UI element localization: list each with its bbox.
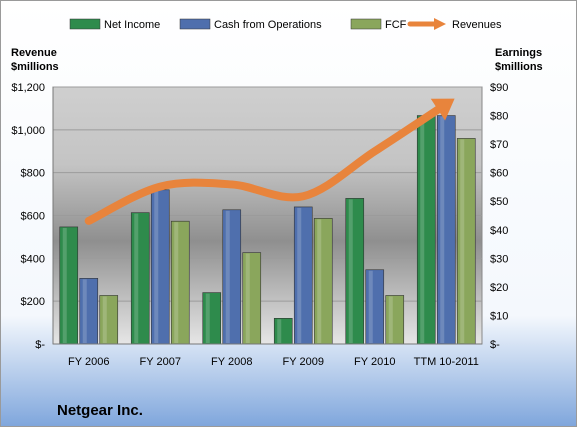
- bar-highlight: [205, 293, 210, 343]
- revenue-line: [84, 98, 455, 225]
- right-tick-label: $-: [490, 339, 500, 351]
- left-tick-label: $800: [21, 168, 45, 180]
- category-label: FY 2006: [68, 356, 109, 368]
- category-label: FY 2010: [354, 356, 395, 368]
- legend: Net Income Cash from Operations FCF Revenue…: [69, 18, 502, 31]
- legend-swatch-arrow: [434, 18, 446, 30]
- category-label: TTM 10-2011: [414, 356, 479, 368]
- legend-label: FCF: [385, 19, 407, 31]
- revenue-arrowhead: [430, 98, 455, 121]
- bar-highlight: [368, 270, 373, 343]
- left-tick-label: $1,200: [11, 82, 45, 94]
- bar-fcf: [385, 295, 405, 345]
- bar-fcf: [456, 138, 476, 345]
- right-axis-title-line2: $millions: [495, 61, 543, 73]
- legend-swatch: [179, 18, 211, 30]
- right-tick-label: $50: [490, 196, 508, 208]
- right-tick-label: $60: [490, 168, 508, 180]
- axes: $- $200 $400 $600 $800 $1,000 $1,200 $- $10 $20 $3…: [11, 82, 508, 368]
- bar-highlight: [317, 219, 322, 343]
- right-tick-label: $20: [490, 282, 508, 294]
- bar-highlight: [82, 279, 87, 343]
- bar-highlight: [225, 210, 230, 343]
- right-tick-label: $10: [490, 310, 508, 322]
- legend-label: Cash from Operations: [214, 19, 322, 31]
- bars: [59, 115, 476, 345]
- bar-net-income: [59, 226, 79, 345]
- left-tick-label: $600: [21, 211, 45, 223]
- bar-highlight: [388, 296, 393, 343]
- left-tick-label: $1,000: [11, 125, 45, 137]
- bar-highlight: [277, 319, 282, 343]
- right-axis-title-line1: Earnings: [495, 47, 542, 59]
- bar-highlight: [348, 199, 353, 343]
- legend-swatch: [69, 18, 101, 30]
- bar-highlight: [134, 213, 139, 343]
- bar-net-income: [416, 115, 436, 345]
- right-tick-label: $80: [490, 111, 508, 123]
- bar-highlight: [420, 116, 425, 343]
- bar-fcf: [313, 218, 333, 345]
- right-tick-label: $40: [490, 225, 508, 237]
- bar-fcf: [170, 220, 190, 345]
- category-label: FY 2009: [283, 356, 324, 368]
- bar-cash-from-operations: [222, 209, 242, 345]
- bar-highlight: [460, 139, 465, 343]
- right-tick-label: $70: [490, 139, 508, 151]
- bar-net-income: [345, 198, 365, 345]
- bar-cash-from-operations: [293, 206, 313, 345]
- legend-label: Net Income: [104, 19, 160, 31]
- bar-highlight: [245, 253, 250, 343]
- bar-cash-from-operations: [79, 278, 99, 345]
- legend-swatch: [350, 18, 382, 30]
- left-axis-title-line1: Revenue: [11, 47, 57, 59]
- bar-net-income: [273, 317, 293, 345]
- right-tick-label: $30: [490, 253, 508, 265]
- left-axis-title-line2: $millions: [11, 61, 59, 73]
- bar-highlight: [297, 207, 302, 343]
- left-tick-label: $200: [21, 296, 45, 308]
- left-tick-label: $400: [21, 253, 45, 265]
- left-tick-label: $-: [35, 339, 45, 351]
- chart-title: Netgear Inc.: [57, 402, 143, 419]
- bar-highlight: [62, 227, 67, 343]
- legend-label: Revenues: [452, 19, 502, 31]
- bar-fcf: [242, 252, 262, 345]
- right-tick-label: $90: [490, 82, 508, 94]
- bar-highlight: [174, 222, 179, 343]
- bar-cash-from-operations: [365, 269, 385, 345]
- bar-cash-from-operations: [436, 115, 456, 345]
- bar-fcf: [99, 295, 119, 345]
- bar-net-income: [202, 292, 222, 345]
- bar-highlight: [440, 116, 445, 343]
- category-label: FY 2007: [140, 356, 181, 368]
- bar-highlight: [102, 296, 107, 343]
- bar-highlight: [154, 190, 159, 343]
- category-label: FY 2008: [211, 356, 252, 368]
- bar-cash-from-operations: [150, 189, 170, 345]
- bar-net-income: [130, 212, 150, 345]
- revenue-series-line: [84, 100, 451, 225]
